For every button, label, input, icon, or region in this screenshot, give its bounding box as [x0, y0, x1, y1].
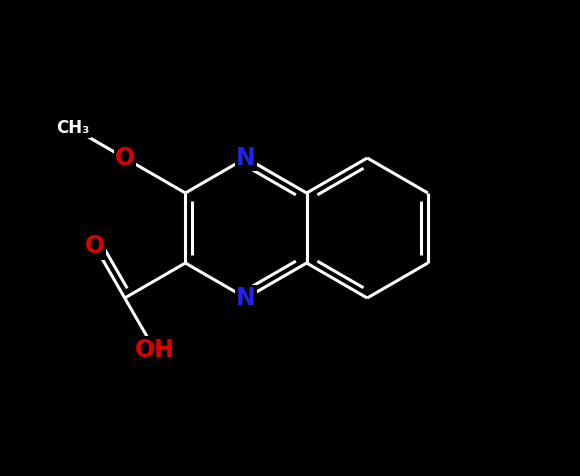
- Text: O: O: [115, 146, 135, 170]
- Text: OH: OH: [135, 337, 175, 362]
- Text: CH₃: CH₃: [56, 119, 90, 137]
- Text: N: N: [236, 286, 256, 310]
- Text: N: N: [236, 146, 256, 170]
- Text: O: O: [85, 235, 105, 258]
